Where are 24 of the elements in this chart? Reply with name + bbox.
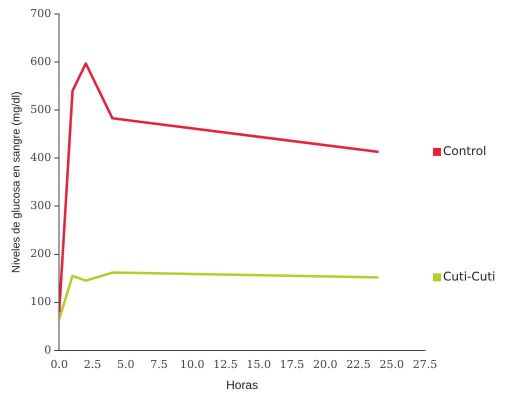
y-tick-label: 100 — [30, 295, 52, 308]
legend-label: Cuti-Cuti — [443, 269, 496, 284]
legend-label: Control — [443, 144, 486, 158]
y-tick-label: 500 — [30, 102, 52, 116]
y-tick-label: 700 — [30, 6, 52, 20]
y-tick-label: 600 — [30, 54, 52, 68]
x-tick-label: 5.0 — [116, 358, 134, 371]
x-axis-title: Horas — [226, 378, 258, 392]
y-tick-label: 300 — [30, 199, 52, 212]
y-tick-label: 0 — [44, 343, 52, 356]
y-tick-label: 400 — [30, 151, 52, 164]
x-tick-label: 7.5 — [150, 358, 168, 371]
y-axis-title: Niveles de glucosa en sangre (mg/dl) — [10, 91, 23, 273]
x-tick-label: 15.0 — [246, 358, 271, 371]
y-tick-label: 200 — [30, 247, 52, 260]
x-tick-label: 10.0 — [180, 358, 204, 371]
x-tick-label: 0.0 — [50, 358, 68, 371]
x-tick-label: 20.0 — [312, 358, 338, 371]
x-tick-label: 2.5 — [84, 358, 102, 371]
x-tick-label: 25.0 — [379, 358, 404, 371]
x-tick-label: 27.5 — [412, 358, 438, 371]
x-tick-label: 12.5 — [213, 358, 238, 371]
x-tick-label: 17.5 — [280, 358, 304, 371]
x-tick-label: 22.5 — [346, 358, 371, 371]
